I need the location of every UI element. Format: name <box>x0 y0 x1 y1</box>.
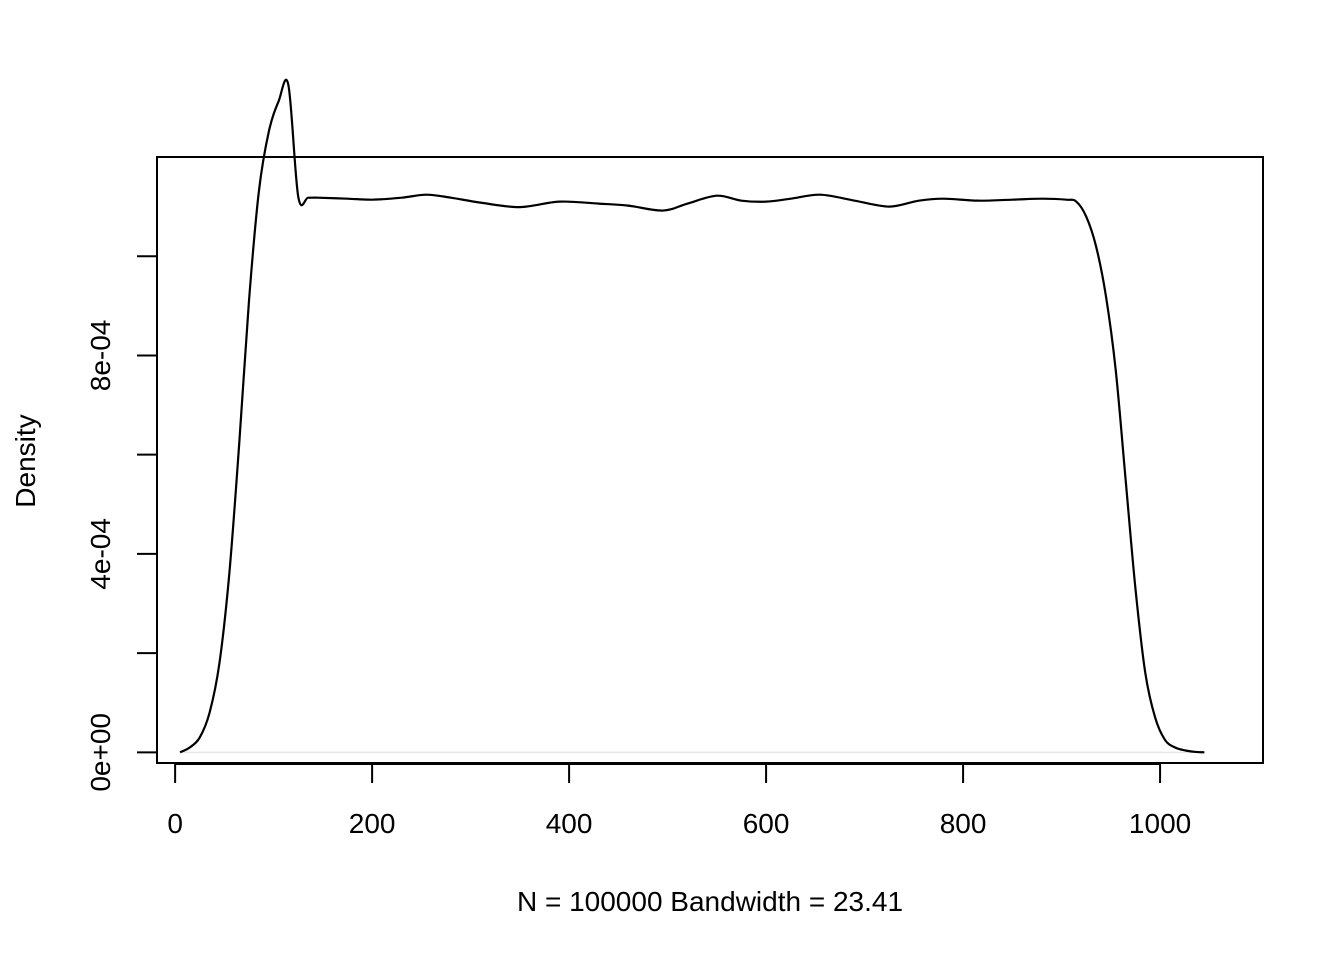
x-tick-label: 800 <box>940 808 987 839</box>
x-axis: 0 200 400 600 800 1000 <box>167 763 1191 839</box>
y-tick-label: 4e-04 <box>85 518 116 590</box>
y-tick-label: 0e+00 <box>85 713 116 792</box>
x-tick-label: 400 <box>546 808 593 839</box>
x-axis-label: N = 100000 Bandwidth = 23.41 <box>517 886 903 917</box>
x-tick-label: 1000 <box>1129 808 1191 839</box>
x-tick-label: 0 <box>167 808 183 839</box>
density-curve <box>179 78 1205 754</box>
y-axis-label: Density <box>10 414 41 507</box>
x-tick-label: 200 <box>349 808 396 839</box>
x-tick-label: 600 <box>743 808 790 839</box>
y-tick-label: 8e-04 <box>85 320 116 392</box>
y-axis: 0e+00 4e-04 8e-04 <box>85 255 158 792</box>
